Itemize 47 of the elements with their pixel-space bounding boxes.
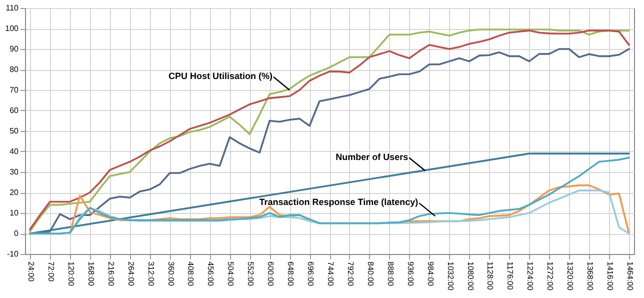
x-tick-label: 792:00 [346,262,355,287]
y-tick-label: 30 [10,168,20,176]
x-tick-label: 1464:00 [626,262,635,291]
x-tick-label: 1128:00 [486,262,495,290]
x-tick-label: 936:00 [406,262,415,287]
x-tick-label: 1080:00 [466,262,475,291]
x-tick-label: 600:00 [266,262,276,287]
x-tick-label: 312:00 [146,262,156,287]
annotation: Transaction Response Time (latency) [259,197,418,208]
y-tick-label: 100 [5,24,20,33]
y-tick-label: 0 [14,229,20,238]
y-tick-label: 80 [10,65,20,74]
y-tick-label: 40 [10,147,20,156]
x-tick-label: 744:00 [326,262,335,287]
x-tick-label: 216:00 [106,262,116,287]
x-tick-label: 648:00 [286,262,296,287]
y-tick-label: -10 [6,250,20,258]
y-tick-label: 10 [10,208,20,218]
y-tick-label: 90 [10,44,20,54]
x-tick-label: 408:00 [186,262,196,287]
annotation: CPU Host Utilisation (%) [168,71,273,81]
x-tick-label: 24:00 [26,262,36,282]
x-tick-label: 984:00 [426,262,435,287]
x-tick-label: 1272:00 [546,262,555,291]
y-tick-label: 50 [10,126,20,136]
y-tick-label: 70 [10,86,20,94]
x-tick-label: 504:00 [226,262,236,287]
x-tick-label: 840:00 [366,262,375,287]
x-tick-label: 1368:00 [586,262,595,291]
x-tick-label: 1176:00 [506,262,515,290]
y-tick-label: 60 [10,106,20,115]
x-tick-label: 1032:00 [446,262,455,291]
x-tick-label: 1224:00 [526,262,535,291]
x-tick-label: 456:00 [206,262,216,287]
x-tick-label: 360:00 [166,262,176,287]
y-tick-label: 110 [6,4,20,12]
x-tick-label: 1320:00 [566,262,575,291]
x-tick-label: 696:00 [306,262,316,287]
y-tick-label: 20 [10,188,20,197]
x-tick-label: 888:00 [386,262,395,287]
x-tick-label: 552:00 [246,262,256,287]
x-tick-label: 264:00 [126,262,136,287]
x-tick-label: 168:00 [86,262,96,287]
annotation: Number of Users [336,152,408,162]
x-tick-label: 72:00 [46,262,56,282]
x-tick-label: 1416:00 [606,262,615,291]
x-tick-label: 120:00 [66,262,76,287]
